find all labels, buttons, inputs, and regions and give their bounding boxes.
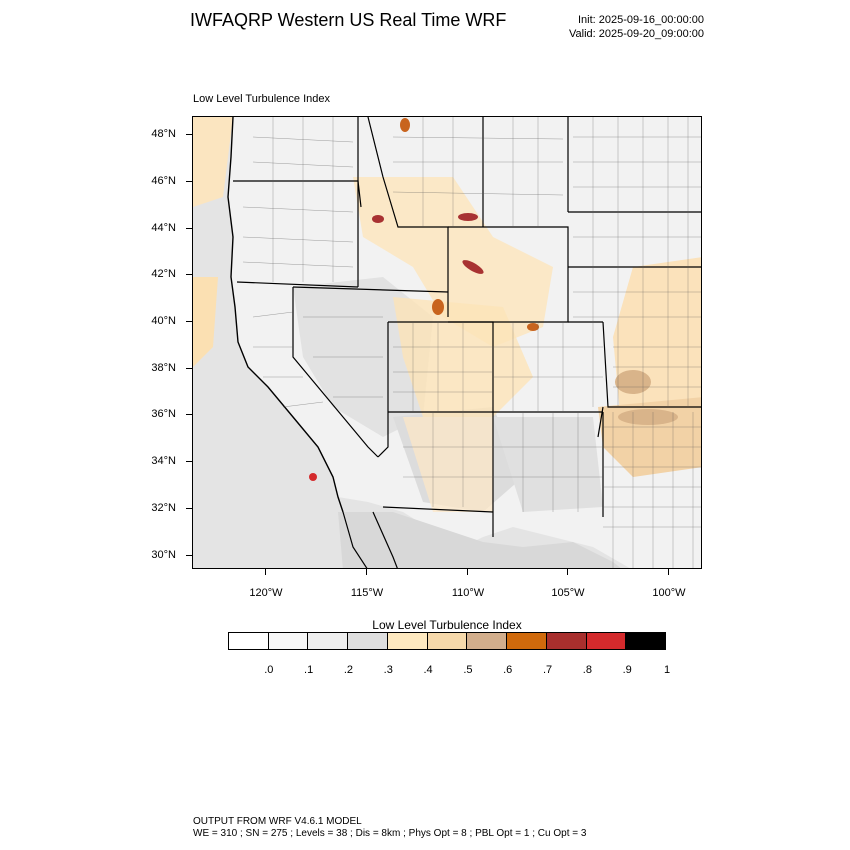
northwest-coast-region xyxy=(193,117,233,207)
lat-label: 36°N xyxy=(151,408,176,420)
model-settings: WE = 310 ; SN = 275 ; Levels = 38 ; Dis … xyxy=(193,828,587,839)
lat-label: 40°N xyxy=(151,315,176,327)
colorbar-title: Low Level Turbulence Index xyxy=(372,618,522,632)
lon-label: 120°W xyxy=(249,587,283,599)
colorbar-label: .7 xyxy=(542,664,553,676)
colorbar-swatch xyxy=(626,633,666,649)
lat-label: 38°N xyxy=(151,362,176,374)
map-subtitle: Low Level Turbulence Index xyxy=(193,93,330,105)
lat-tick xyxy=(186,555,192,556)
colorbar-label: .4 xyxy=(423,664,433,676)
colorbar-label: .5 xyxy=(463,664,473,676)
lat-label: 30°N xyxy=(151,549,176,561)
lat-label: 46°N xyxy=(151,175,176,187)
lat-tick xyxy=(186,228,192,229)
lat-tick xyxy=(186,274,192,275)
lat-tick xyxy=(186,461,192,462)
lat-tick xyxy=(186,414,192,415)
arizona-region xyxy=(403,417,493,512)
lat-label: 34°N xyxy=(151,455,176,467)
lat-tick xyxy=(186,368,192,369)
colorbar-swatch xyxy=(507,633,547,649)
lon-tick xyxy=(366,569,367,575)
colorbar-swatch xyxy=(586,633,627,649)
montana-high-spot xyxy=(400,118,410,132)
colorbar-label: .1 xyxy=(304,664,314,676)
lat-label: 44°N xyxy=(151,222,176,234)
valid-time: Valid: 2025-09-20_09:00:00 xyxy=(569,28,704,40)
colorbar-swatch xyxy=(467,633,508,649)
baja-coastline xyxy=(342,511,368,568)
colorado-high-spot xyxy=(527,323,539,331)
init-time: Init: 2025-09-16_00:00:00 xyxy=(578,14,704,26)
map-canvas xyxy=(193,117,701,568)
colorbar-swatch xyxy=(308,633,349,649)
lat-tick xyxy=(186,321,192,322)
colorbar-label: .0 xyxy=(264,664,274,676)
idaho-severe-spot xyxy=(372,215,384,223)
colorbar-label: .2 xyxy=(343,664,354,676)
colorbar-label: .3 xyxy=(383,664,393,676)
page-title: IWFAQRP Western US Real Time WRF xyxy=(190,10,507,30)
utah-high-spot xyxy=(432,299,444,315)
lon-label: 105°W xyxy=(551,587,585,599)
lon-label: 115°W xyxy=(350,587,384,599)
lat-label: 32°N xyxy=(151,502,176,514)
lon-tick xyxy=(668,569,669,575)
lon-label: 110°W xyxy=(451,587,485,599)
nm-terrain xyxy=(493,417,603,512)
colorbar xyxy=(228,632,666,650)
rockies-turbulence-region xyxy=(353,177,553,347)
colorbar-swatch xyxy=(348,633,388,649)
wyoming-severe-spot xyxy=(462,260,484,274)
lat-label: 48°N xyxy=(151,128,176,140)
model-info: OUTPUT FROM WRF V4.6.1 MODEL xyxy=(193,816,362,827)
state-borders xyxy=(233,117,701,537)
pacific-region xyxy=(193,277,218,367)
colorbar-swatch xyxy=(229,633,269,649)
colorbar-swatch xyxy=(387,633,428,649)
map-plot xyxy=(192,116,702,569)
colorbar-label: .9 xyxy=(622,664,632,676)
gulf-coastline xyxy=(372,511,398,568)
lon-tick xyxy=(567,569,568,575)
colorbar-label: .6 xyxy=(503,664,513,676)
colorbar-label: .8 xyxy=(582,664,592,676)
lat-tick xyxy=(186,181,192,182)
ok-elevated-patch xyxy=(618,409,678,425)
wind-river-severe-spot xyxy=(458,213,478,221)
colorbar-swatch xyxy=(268,633,309,649)
lat-tick xyxy=(186,508,192,509)
mexico-area xyxy=(338,512,621,568)
lon-label: 100°W xyxy=(652,587,686,599)
lon-tick xyxy=(265,569,266,575)
lat-tick xyxy=(186,134,192,135)
colorbar-label: 1 xyxy=(663,664,671,676)
colorbar-swatch xyxy=(546,633,587,649)
lon-tick xyxy=(467,569,468,575)
county-borders xyxy=(242,117,701,568)
pacific-coastline xyxy=(227,117,344,513)
kansas-elevated-patch xyxy=(615,370,651,394)
lat-label: 42°N xyxy=(151,268,176,280)
california-severe-spot xyxy=(309,473,317,481)
colorbar-swatch xyxy=(427,633,468,649)
